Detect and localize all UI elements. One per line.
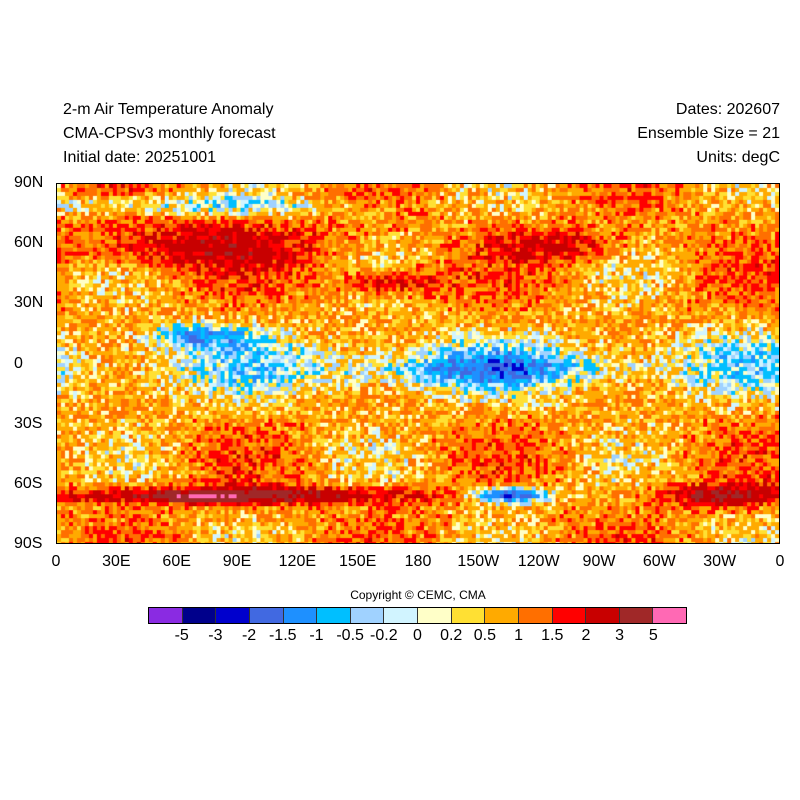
x-tick-label: 90E [222, 553, 252, 570]
colorbar-label: -3 [208, 627, 223, 644]
colorbar-swatch [350, 608, 385, 623]
colorbar-swatch [485, 608, 519, 623]
y-tick-label: 90S [14, 535, 43, 552]
subtitle-model: CMA-CPSv3 monthly forecast [63, 125, 276, 142]
colorbar-label: -5 [174, 627, 189, 644]
units: Units: degC [696, 149, 780, 166]
colorbar-label: -2 [241, 627, 257, 644]
colorbar-label: -0.2 [370, 627, 398, 644]
x-tick-label: 0 [775, 553, 785, 570]
y-tick-label: 90N [14, 174, 44, 191]
colorbar-label: -1.5 [268, 627, 297, 644]
colorbar-swatch [182, 608, 217, 623]
x-tick-label: 150E [338, 553, 377, 570]
y-tick-label: 60N [14, 234, 44, 252]
x-tick-label: 60E [162, 553, 191, 570]
colorbar-label: 2 [581, 627, 591, 644]
colorbar-label: -0.5 [336, 627, 364, 644]
colorbar-label: 0.2 [440, 627, 463, 644]
y-tick-label: 0 [14, 354, 23, 372]
colorbar-swatch [653, 608, 686, 623]
colorbar-swatch [317, 608, 351, 623]
forecast-dates: Dates: 202607 [675, 101, 780, 118]
colorbar-label: -1 [309, 627, 324, 644]
x-tick-label: 150W [457, 553, 500, 570]
colorbar-swatch [283, 608, 318, 623]
title: 2-m Air Temperature Anomaly [63, 101, 274, 118]
x-tick-label: 90W [582, 553, 616, 570]
colorbar-label: 1.5 [541, 627, 564, 644]
ensemble-size: Ensemble Size = 21 [637, 125, 780, 142]
colorbar [148, 607, 687, 624]
x-tick-label: 30W [703, 553, 737, 570]
colorbar-label: 1 [514, 627, 524, 644]
colorbar-swatch [518, 608, 553, 623]
x-tick-label: 180 [404, 553, 432, 570]
copyright: Copyright © CEMC, CMA [350, 588, 486, 602]
colorbar-label: 5 [648, 627, 658, 644]
x-tick-label: 120W [517, 553, 560, 570]
y-tick-label: 60S [14, 474, 43, 492]
x-tick-label: 120E [278, 553, 317, 570]
y-tick-label: 30N [14, 294, 44, 312]
colorbar-swatch [149, 608, 183, 623]
colorbar-swatch [619, 608, 654, 623]
colorbar-label: 0 [413, 627, 422, 644]
x-tick-label: 30E [102, 553, 131, 570]
x-tick-label: 0 [51, 553, 61, 570]
colorbar-swatch [552, 608, 587, 623]
colorbar-swatch [384, 608, 418, 623]
colorbar-swatch [216, 608, 250, 623]
colorbar-swatch [586, 608, 620, 623]
initial-date: Initial date: 20251001 [63, 149, 217, 166]
colorbar-swatch [451, 608, 486, 623]
colorbar-swatch [249, 608, 284, 623]
y-tick-label: 30S [14, 414, 43, 432]
x-tick-label: 60W [642, 553, 676, 570]
anomaly-map [56, 183, 780, 544]
colorbar-label: 3 [615, 627, 625, 644]
colorbar-swatch [418, 608, 452, 623]
colorbar-label: 0.5 [473, 627, 496, 644]
